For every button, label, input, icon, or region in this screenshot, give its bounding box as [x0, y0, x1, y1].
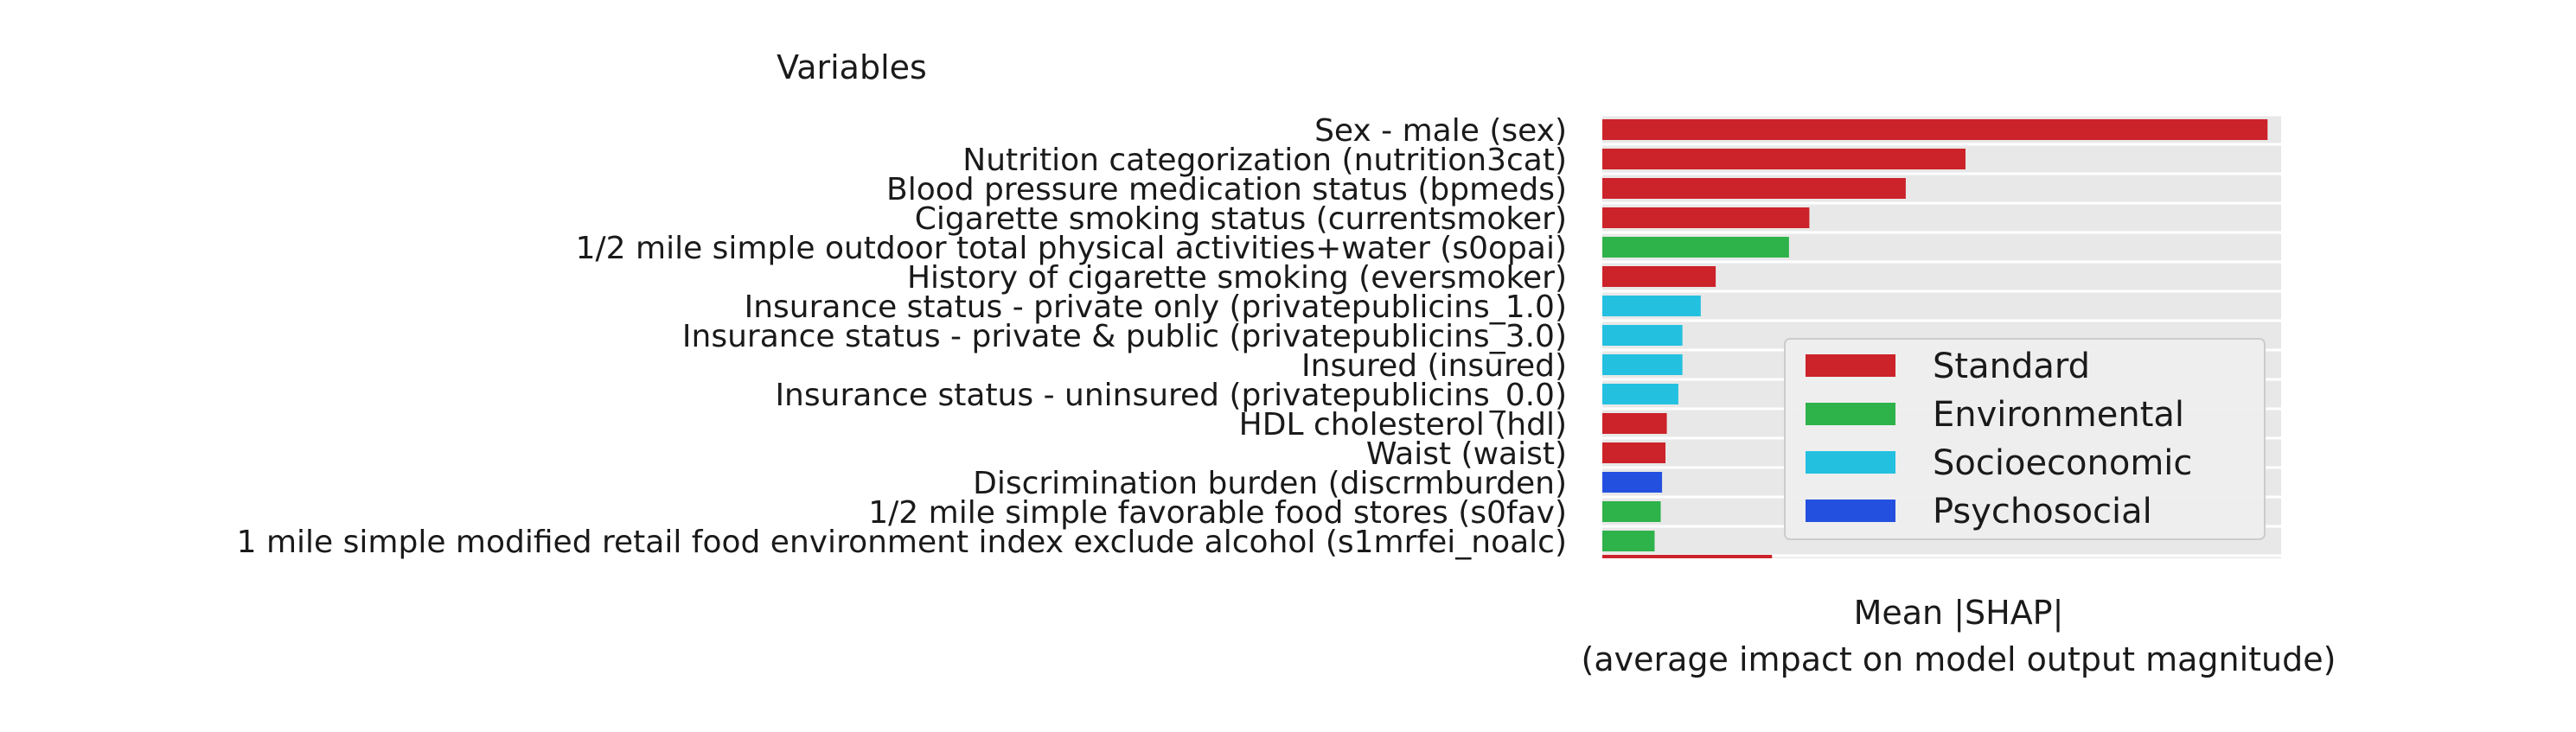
category-label: Insurance status - private only (private…: [745, 290, 1567, 325]
category-label: Insurance status - private & public (pri…: [682, 319, 1567, 354]
legend-swatch: [1806, 403, 1895, 425]
bar: [1602, 178, 1906, 199]
category-label: Insured (insured): [1301, 348, 1567, 384]
y-axis-label: Variables: [777, 48, 927, 86]
bar: [1602, 237, 1789, 258]
bar: [1602, 384, 1678, 404]
category-labels: Sex - male (sex)Nutrition categorization…: [237, 113, 1567, 560]
category-label: 1 mile simple modified retail food envir…: [237, 525, 1567, 560]
legend-label: Psychosocial: [1933, 492, 2152, 531]
category-label: HDL cholesterol (hdl): [1239, 407, 1567, 442]
bars: [1602, 119, 2268, 558]
legend-swatch: [1806, 500, 1895, 522]
bar: [1602, 119, 2268, 140]
category-label: Cigarette smoking status (currentsmoker): [915, 201, 1567, 237]
category-label: Sex - male (sex): [1314, 113, 1567, 149]
category-label: 1/2 mile simple outdoor total physical a…: [576, 231, 1567, 266]
bar: [1602, 149, 1966, 169]
legend-box: [1784, 338, 2266, 540]
bar: [1602, 531, 1655, 551]
legend-label: Socioeconomic: [1933, 443, 2192, 483]
bar: [1602, 266, 1716, 287]
bar: [1602, 296, 1701, 316]
bar: [1602, 501, 1661, 522]
legend-label: Standard: [1933, 347, 2090, 386]
legend: Standard Environmental Socioeconomic Psycho…: [1784, 338, 2266, 540]
bar: [1602, 442, 1666, 463]
category-label: Waist (waist): [1366, 436, 1567, 472]
category-label: Insurance status - uninsured (privatepub…: [775, 378, 1567, 413]
bar-partial: [1602, 555, 1773, 558]
legend-label: Environmental: [1933, 395, 2184, 435]
x-axis-label-line-1: Mean |SHAP|: [1854, 594, 2064, 633]
legend-swatch: [1806, 451, 1895, 474]
legend-swatch: [1806, 354, 1895, 377]
bar: [1602, 207, 1810, 228]
category-label: Discrimination burden (discrmburden): [973, 466, 1567, 501]
bar: [1602, 472, 1663, 493]
bar: [1602, 413, 1667, 434]
category-label: Blood pressure medication status (bpmeds…: [886, 172, 1567, 207]
bar: [1602, 354, 1683, 375]
x-axis-label-line-2: (average impact on model output magnitud…: [1582, 640, 2336, 678]
category-label: 1/2 mile simple favorable food stores (s…: [868, 495, 1567, 531]
bar: [1602, 325, 1683, 346]
category-label: Nutrition categorization (nutrition3cat): [962, 143, 1567, 178]
category-label: History of cigarette smoking (eversmoker…: [907, 260, 1567, 296]
